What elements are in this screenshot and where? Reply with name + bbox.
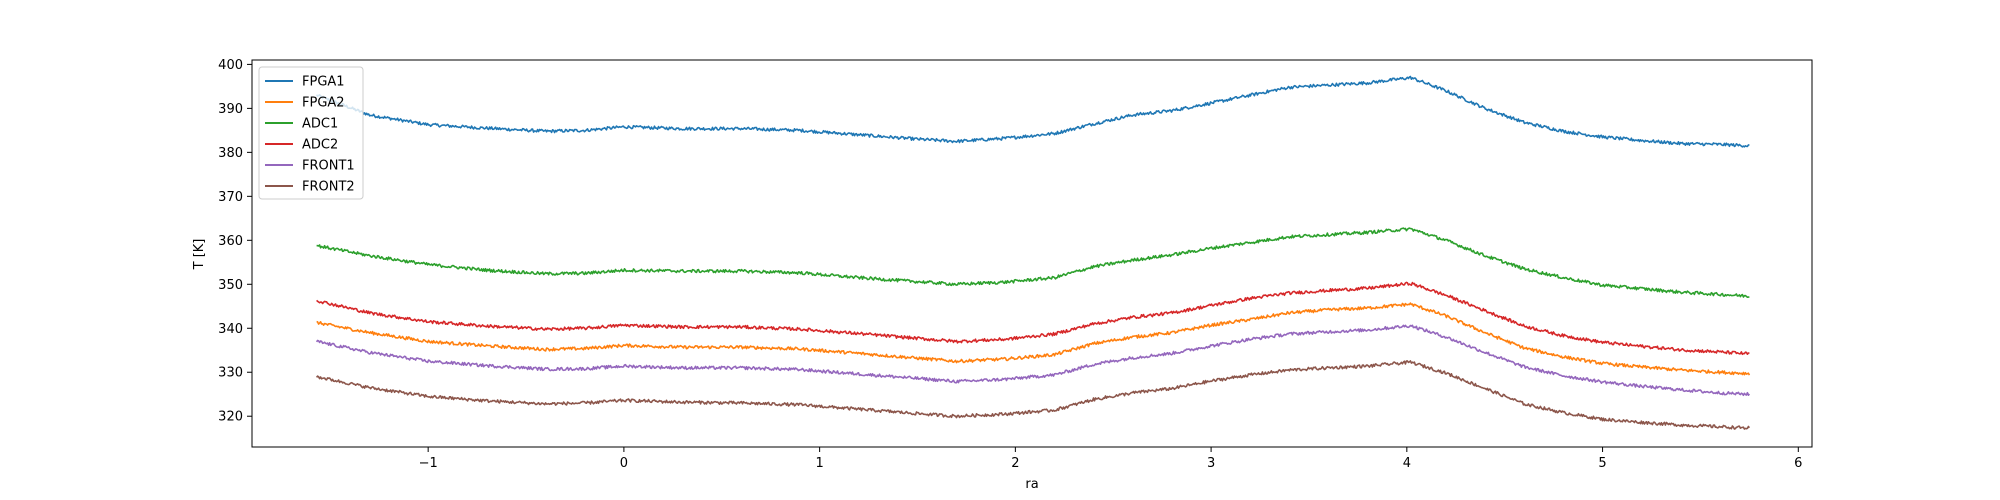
x-tick-label: 1	[815, 456, 823, 471]
y-tick-label: 350	[218, 278, 243, 293]
x-tick-label: 0	[620, 456, 628, 471]
legend-label-adc1: ADC1	[302, 117, 338, 132]
y-axis-label: T [K]	[192, 239, 207, 271]
x-axis: −1 0 1 2 3 4 5 6	[419, 447, 1802, 471]
x-tick-label: −1	[419, 456, 438, 471]
x-tick-label: 2	[1011, 456, 1019, 471]
y-axis: 320 330 340 350 360 370 380 390 400	[218, 58, 252, 425]
legend-label-fpga1: FPGA1	[302, 75, 345, 90]
y-tick-label: 340	[218, 322, 243, 337]
y-tick-label: 400	[218, 58, 243, 73]
series-line-fpga1	[315, 75, 1750, 148]
y-tick-label: 360	[218, 234, 243, 249]
x-tick-label: 6	[1794, 456, 1802, 471]
plot-area	[315, 75, 1751, 430]
y-tick-label: 380	[218, 146, 243, 161]
legend-label-fpga2: FPGA2	[302, 96, 345, 111]
y-tick-label: 390	[218, 102, 243, 117]
series-line-front2	[315, 360, 1751, 430]
y-tick-label: 330	[218, 366, 243, 381]
x-axis-label: ra	[1025, 477, 1038, 492]
plot-frame	[251, 59, 1813, 448]
legend-label-adc2: ADC2	[302, 138, 338, 153]
x-tick-label: 5	[1598, 456, 1606, 471]
legend-label-front2: FRONT2	[302, 180, 355, 195]
y-tick-label: 320	[218, 410, 243, 425]
x-tick-label: 4	[1403, 456, 1411, 471]
series-line-fpga2	[316, 302, 1751, 376]
legend-label-front1: FRONT1	[302, 159, 355, 174]
x-tick-label: 3	[1207, 456, 1215, 471]
series-line-adc2	[316, 281, 1750, 356]
series-line-adc1	[316, 227, 1750, 298]
series-line-front1	[315, 324, 1751, 397]
legend: FPGA1 FPGA2 ADC1 ADC2 FRONT1 FRONT2	[258, 66, 364, 200]
y-tick-label: 370	[218, 190, 243, 205]
